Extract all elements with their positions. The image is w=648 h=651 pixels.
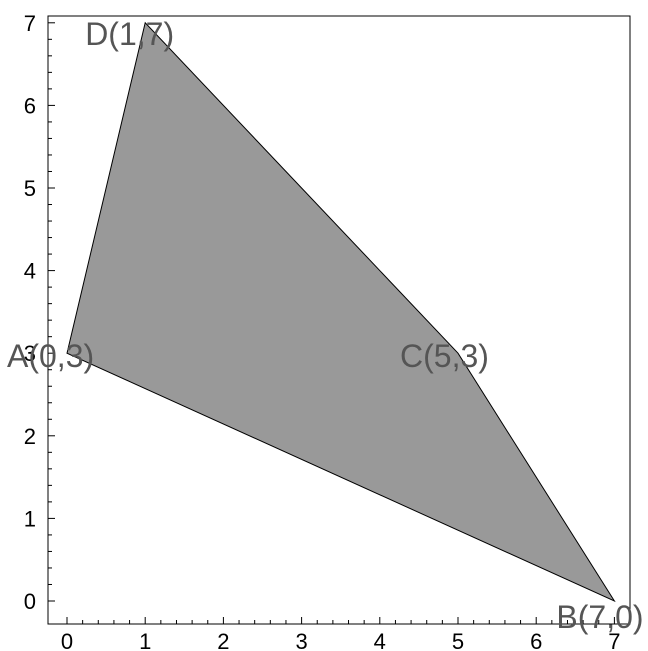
- tick-labels: 0 1 2 3 4 5 6 7 0 1 2 3 4 5 6 7: [24, 11, 621, 651]
- x-tick-label: 0: [61, 629, 73, 651]
- x-tick-label: 1: [139, 629, 151, 651]
- vertex-label-d: D(1,7): [85, 16, 174, 52]
- vertex-label-c: C(5,3): [400, 338, 489, 374]
- quadrilateral-ABCD: [66, 21, 616, 603]
- vertex-labels: A(0,3) B(7,0) C(5,3) D(1,7): [7, 16, 644, 635]
- y-tick-label: 5: [24, 176, 36, 201]
- y-tick-label: 3: [24, 341, 36, 366]
- x-tick-label: 5: [452, 629, 464, 651]
- y-tick-label: 7: [24, 11, 36, 36]
- y-tick-label: 0: [24, 589, 36, 614]
- vertex-label-a: A(0,3): [7, 338, 94, 374]
- x-tick-label: 4: [374, 629, 386, 651]
- axis-ticks: [48, 22, 615, 624]
- x-tick-label: 2: [217, 629, 229, 651]
- x-tick-label: 6: [530, 629, 542, 651]
- vertex-label-b: B(7,0): [556, 599, 643, 635]
- x-tick-label: 7: [608, 629, 620, 651]
- y-tick-label: 2: [24, 424, 36, 449]
- y-tick-label: 1: [24, 506, 36, 531]
- x-tick-label: 3: [295, 629, 307, 651]
- y-tick-label: 4: [24, 259, 36, 284]
- y-tick-label: 6: [24, 93, 36, 118]
